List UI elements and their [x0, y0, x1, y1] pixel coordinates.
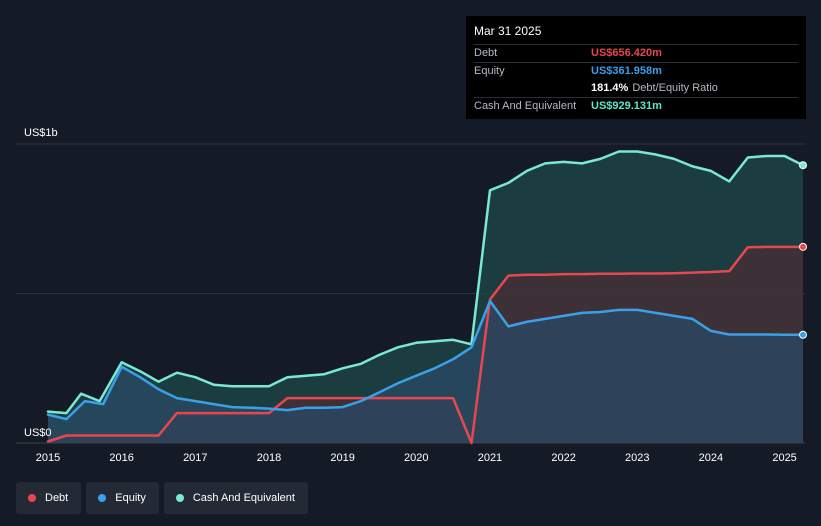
tooltip-row-equity: Equity US$361.958m	[474, 62, 798, 80]
y-axis-top-label: US$1b	[24, 127, 58, 139]
line-debt	[46, 245, 805, 445]
tooltip-row-cash: Cash And Equivalent US$929.131m	[474, 97, 798, 115]
tooltip-value-debt: US$656.420m	[591, 47, 662, 59]
tooltip-value-cash: US$929.131m	[591, 100, 662, 112]
x-tick-label: 2021	[478, 452, 502, 464]
series-lines	[46, 150, 805, 445]
y-axis-bottom-label: US$0	[24, 427, 52, 439]
legend-label-debt: Debt	[45, 492, 69, 504]
x-tick-label: 2025	[772, 452, 796, 464]
series-endpoints	[799, 161, 807, 339]
line-equity	[46, 299, 805, 421]
x-tick-label: 2019	[330, 452, 354, 464]
tooltip-label: Debt	[474, 47, 498, 59]
legend-item-equity[interactable]: Equity	[86, 482, 159, 514]
x-tick-label: 2017	[183, 452, 207, 464]
legend-dot-equity	[98, 494, 107, 502]
x-tick-label: 2020	[404, 452, 428, 464]
legend-item-cash[interactable]: Cash And Equivalent	[163, 482, 308, 514]
x-tick-label: 2023	[625, 452, 649, 464]
x-tick-label: 2022	[551, 452, 575, 464]
legend-dot-debt	[28, 494, 36, 502]
tooltip-label	[474, 80, 591, 97]
tooltip-label: Equity	[474, 65, 505, 77]
tooltip-ratio-caption: Debt/Equity Ratio	[632, 82, 718, 94]
tooltip-date: Mar 31 2025	[474, 24, 542, 38]
legend: Debt Equity Cash And Equivalent	[16, 482, 313, 514]
legend-item-debt[interactable]: Debt	[16, 482, 82, 514]
endpoint-cash-and-equivalent	[799, 161, 807, 170]
x-tick-label: 2016	[109, 452, 133, 464]
endpoint-debt	[799, 242, 807, 251]
tooltip-row-ratio: 181.4% Debt/Equity Ratio	[474, 80, 798, 97]
line-cash-and-equivalent	[46, 150, 805, 415]
x-tick-label: 2018	[257, 452, 281, 464]
tooltip-label: Cash And Equivalent	[474, 100, 577, 112]
tooltip-value-equity: US$361.958m	[591, 65, 662, 77]
endpoint-equity	[799, 330, 807, 339]
legend-label-cash: Cash And Equivalent	[192, 492, 295, 504]
tooltip-panel: Mar 31 2025 Debt US$656.420m Equity US$3…	[466, 16, 806, 119]
tooltip-row-debt: Debt US$656.420m	[474, 44, 798, 62]
x-axis-ticks: 2015 2016 2017 2018 2019 2020 2021 2022 2023 2024…	[36, 452, 797, 464]
tooltip-value-ratio: 181.4%	[591, 82, 629, 94]
x-tick-label: 2024	[699, 452, 723, 464]
legend-dot-cash	[175, 494, 184, 502]
legend-label-equity: Equity	[115, 492, 146, 504]
x-tick-label: 2015	[36, 452, 60, 464]
